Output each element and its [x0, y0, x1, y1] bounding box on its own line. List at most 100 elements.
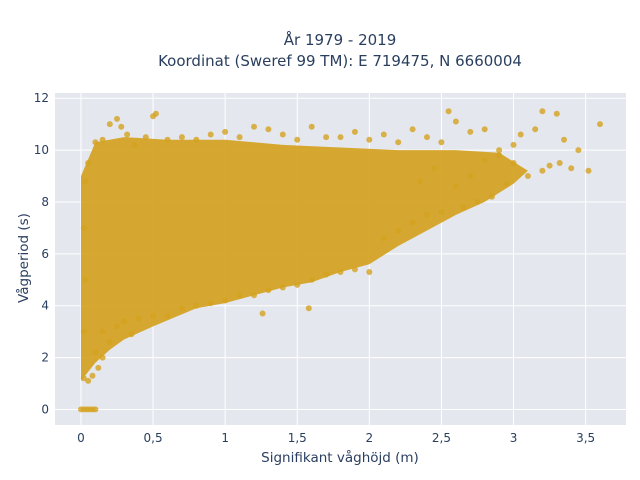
y-tick-label: 10	[34, 143, 49, 157]
data-point	[351, 128, 358, 135]
data-point	[524, 173, 531, 179]
data-point	[80, 328, 87, 335]
data-point	[380, 235, 387, 242]
data-point	[259, 310, 266, 317]
data-point	[395, 227, 402, 234]
data-point	[99, 328, 106, 335]
data-point	[305, 305, 312, 312]
y-axis-label: Vågperiod (s)	[15, 213, 32, 303]
data-point	[452, 183, 459, 190]
data-point	[395, 139, 402, 146]
data-point	[106, 121, 113, 128]
data-point	[539, 167, 546, 174]
data-point	[164, 136, 171, 143]
data-point	[85, 377, 92, 384]
data-point	[366, 136, 373, 143]
y-tick-label: 8	[41, 195, 49, 209]
data-point	[251, 123, 257, 130]
data-point	[82, 178, 89, 185]
data-point	[222, 128, 229, 135]
data-point	[585, 167, 592, 174]
y-tick-label: 12	[34, 91, 49, 105]
y-tick-label: 4	[41, 299, 49, 313]
x-axis-label: Signifikant våghöjd (m)	[261, 449, 419, 466]
data-point	[178, 305, 185, 312]
data-point	[193, 136, 200, 143]
data-point	[366, 269, 373, 275]
data-point	[409, 219, 416, 226]
data-point	[236, 134, 243, 141]
x-tick-label: 0,5	[144, 431, 163, 445]
data-point	[431, 165, 438, 172]
data-point	[207, 300, 214, 307]
data-point	[568, 165, 575, 172]
data-point	[452, 118, 459, 125]
data-point	[85, 160, 92, 166]
data-point	[294, 136, 301, 143]
data-point	[294, 281, 301, 288]
data-point	[517, 131, 524, 138]
data-point	[409, 126, 416, 133]
y-tick-labels: 0 2 4 6 8 10 12	[34, 91, 49, 416]
data-point	[380, 131, 387, 138]
data-point	[178, 134, 185, 141]
chart-title-line2: Koordinat (Sweref 99 TM): E 719475, N 66…	[158, 52, 522, 70]
data-point	[99, 136, 106, 143]
data-point	[118, 123, 125, 130]
data-point	[424, 211, 430, 218]
data-point	[279, 131, 286, 138]
data-point	[92, 349, 99, 356]
data-point	[131, 141, 138, 148]
data-point	[496, 147, 503, 154]
data-point	[323, 134, 330, 141]
data-point	[265, 287, 272, 294]
data-point	[80, 224, 87, 231]
data-point	[92, 139, 99, 146]
data-point	[207, 131, 214, 138]
y-tick-label: 2	[41, 351, 49, 365]
data-point	[416, 178, 423, 185]
data-point	[546, 162, 553, 169]
data-point	[496, 152, 503, 159]
data-point	[575, 147, 582, 154]
data-point	[488, 193, 495, 200]
data-point	[92, 406, 99, 413]
data-point	[597, 121, 603, 128]
data-point	[510, 160, 517, 166]
data-point	[553, 110, 560, 117]
data-point	[251, 292, 257, 299]
data-point	[150, 313, 157, 320]
data-point	[445, 108, 452, 115]
y-tick-label: 6	[41, 247, 49, 261]
data-points	[78, 108, 603, 413]
x-tick-label: 2	[366, 431, 374, 445]
data-point	[142, 134, 149, 141]
data-point	[279, 284, 286, 291]
data-point	[265, 126, 272, 133]
data-point	[135, 315, 142, 322]
data-point	[236, 292, 243, 299]
data-point	[114, 323, 120, 330]
data-point	[95, 364, 102, 371]
data-point	[323, 271, 330, 278]
data-point	[106, 339, 113, 345]
data-point	[460, 204, 467, 211]
data-point	[510, 141, 517, 148]
data-point	[481, 157, 488, 164]
dense-point-region	[81, 137, 528, 381]
x-tick-label: 3	[510, 431, 518, 445]
data-point	[503, 180, 510, 187]
data-point	[308, 276, 315, 283]
data-point	[128, 331, 135, 338]
data-point	[474, 198, 481, 205]
x-tick-label: 1,5	[288, 431, 307, 445]
data-point	[351, 266, 358, 273]
data-point	[114, 115, 120, 122]
data-point	[193, 302, 200, 309]
data-point	[80, 375, 87, 382]
data-point	[121, 318, 128, 325]
data-point	[539, 108, 546, 115]
data-point	[99, 354, 106, 361]
data-point	[337, 134, 344, 141]
